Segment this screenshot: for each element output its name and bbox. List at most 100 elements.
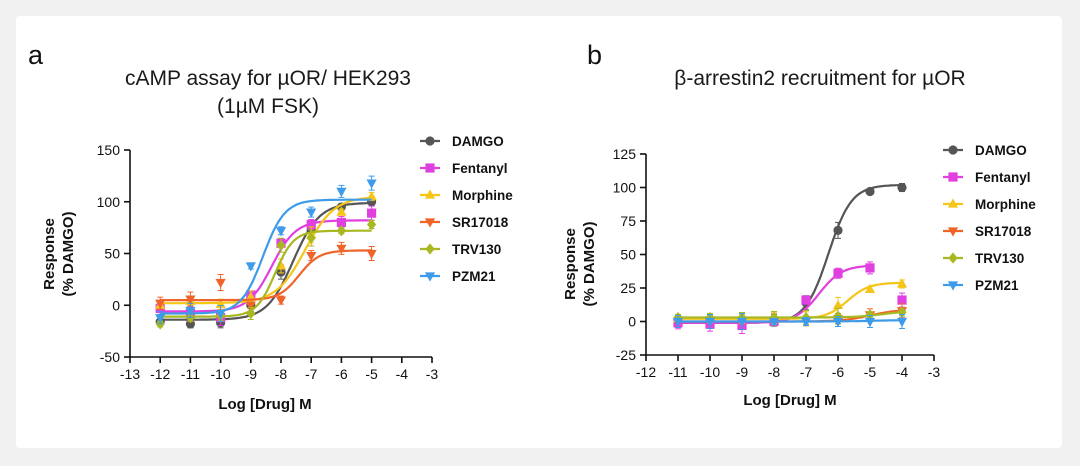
panel-a-data-point xyxy=(366,249,377,260)
panel-b-data-point xyxy=(896,317,908,328)
panel-b-x-tick-label: -6 xyxy=(832,364,845,380)
panel-b-data-point xyxy=(865,309,875,321)
panel-a-y-tick-label: 0 xyxy=(112,297,120,313)
panel-b-fit-curve xyxy=(678,281,902,320)
panel-a-legend-item: Morphine xyxy=(420,188,513,203)
panel-a-x-tick-label: -11 xyxy=(181,366,200,382)
panel-a-legend-label: TRV130 xyxy=(452,242,501,257)
panel-b-legend-label: Fentanyl xyxy=(975,170,1031,185)
panel-b-plot: -25 0 25 50 75 100 125 -12 -11 -10 -9 -8 -7 -6 -5 -4 -3 xyxy=(613,146,941,380)
panel-b-y-tick-label: 125 xyxy=(613,146,637,162)
panel-a-fit-curve xyxy=(160,249,372,302)
panel-a-legend-marker xyxy=(425,136,435,146)
panel-a-data-point xyxy=(366,190,377,201)
panel-a-x-tick-label: -6 xyxy=(335,366,348,382)
panel-a-data-point xyxy=(185,306,196,317)
panel-a-fit-curve xyxy=(160,198,372,315)
panel-b-y-tick-label: 25 xyxy=(620,280,636,296)
panel-a-data-point xyxy=(245,291,256,301)
panel-a-data-point xyxy=(336,225,346,237)
panel-a-fit-curve xyxy=(160,196,372,305)
panel-a-legend-marker xyxy=(424,218,436,228)
panel-a-legend-marker xyxy=(425,163,435,173)
panel-b-data-point xyxy=(833,225,843,235)
panel-b-legend-marker xyxy=(948,252,958,264)
panel-a-legend-label: Fentanyl xyxy=(452,161,508,176)
panel-b-legend: DAMGO Fentanyl Morphine SR17018 TRV130 PZM21 xyxy=(943,143,1036,293)
panel-b-legend-item: PZM21 xyxy=(943,278,1019,293)
panel-b-data-point xyxy=(864,283,876,293)
panel-b-legend-marker xyxy=(947,227,959,237)
panel-a-data-point xyxy=(215,278,226,289)
panel-a-y-tick-label: 100 xyxy=(97,194,121,210)
panel-b-series-pzm21 xyxy=(672,313,908,330)
panel-a-legend-marker xyxy=(424,272,436,282)
panel-a-data-point xyxy=(245,262,256,272)
panel-b-y-tick-label: -25 xyxy=(616,347,636,363)
panel-b: b β-arrestin2 recruitment for µOR Respon… xyxy=(562,40,1036,409)
panel-a-legend: DAMGO Fentanyl Morphine SR17018 TRV130 PZM21 xyxy=(420,134,513,284)
panel-b-legend-item: TRV130 xyxy=(943,251,1024,266)
panel-b-data-point xyxy=(897,182,907,193)
panel-a-x-tick-label: -5 xyxy=(365,366,378,382)
panel-a-series-pzm21 xyxy=(155,175,377,325)
panel-b-x-tick-label: -8 xyxy=(768,364,781,380)
panel-a-data-point xyxy=(215,309,226,320)
panel-a-letter: a xyxy=(28,40,44,70)
panel-a-fit-curve xyxy=(160,219,372,313)
panel-b-x-tick-label: -12 xyxy=(636,364,656,380)
panel-a-data-point xyxy=(306,251,317,262)
panel-a-title-line-1: cAMP assay for µOR/ HEK293 xyxy=(125,67,411,90)
panel-b-letter: b xyxy=(587,40,602,70)
panel-a-legend-marker xyxy=(424,189,436,199)
panel-a-x-tick-label: -13 xyxy=(120,366,140,382)
panel-b-data-point xyxy=(865,186,875,197)
panel-a-legend-label: Morphine xyxy=(452,188,513,203)
panel-a: a cAMP assay for µOR/ HEK293 (1µM FSK) R… xyxy=(28,40,513,413)
panel-a-series-trv130 xyxy=(155,218,377,330)
panel-a-legend-item: Fentanyl xyxy=(420,161,508,176)
panel-b-data-point xyxy=(832,299,844,310)
panel-a-data-point xyxy=(246,307,256,320)
panel-a-data-point xyxy=(245,301,256,311)
panel-a-x-tick-label: -10 xyxy=(210,366,230,382)
panel-a-legend-label: SR17018 xyxy=(452,215,509,230)
panel-b-xlabel: Log [Drug] M xyxy=(743,392,836,409)
panel-a-legend-label: PZM21 xyxy=(452,269,496,284)
panel-b-title: β-arrestin2 recruitment for µOR xyxy=(674,67,965,90)
panel-b-data-point xyxy=(704,317,716,328)
panel-a-data-point xyxy=(306,232,316,244)
panel-a-plot: -50 0 50 100 150 -13 -12 -11 -10 -9 -8 -7 -6 -5 -4 -3 xyxy=(97,142,439,382)
panel-a-fit-curve xyxy=(160,229,372,318)
panel-a-data-point xyxy=(276,239,286,251)
panel-a-x-tick-label: -9 xyxy=(245,366,258,382)
panel-b-data-point xyxy=(801,295,811,305)
panel-b-y-tick-label: 75 xyxy=(620,213,636,229)
panel-b-legend-label: SR17018 xyxy=(975,224,1032,239)
panel-a-data-point xyxy=(336,217,346,228)
panel-a-data-point xyxy=(336,206,347,216)
panel-a-data-point xyxy=(155,314,166,324)
panel-b-y-tick-label: 100 xyxy=(613,180,637,196)
panel-b-legend-label: PZM21 xyxy=(975,278,1019,293)
panel-a-legend-item: PZM21 xyxy=(420,269,496,284)
panel-b-series-damgo xyxy=(673,182,907,328)
panel-a-y-tick-label: 150 xyxy=(97,142,121,158)
panel-b-fit-curve xyxy=(678,311,903,319)
panel-b-legend-marker xyxy=(948,145,958,155)
panel-a-data-point xyxy=(336,187,347,197)
panel-a-y-tick-label: -50 xyxy=(100,349,120,365)
panel-b-legend-item: SR17018 xyxy=(943,224,1032,239)
panel-b-data-point xyxy=(833,268,843,278)
panel-a-data-point xyxy=(306,219,316,230)
panel-a-x-tick-label: -7 xyxy=(305,366,318,382)
panel-b-y-tick-label: 50 xyxy=(620,247,636,263)
figure-card xyxy=(16,16,1062,448)
panel-a-data-point xyxy=(275,227,287,237)
panel-a-data-point xyxy=(336,244,347,254)
panel-b-y-tick-label: 0 xyxy=(628,314,636,330)
panel-b-data-point xyxy=(768,317,780,328)
panel-b-fit-curve xyxy=(678,319,902,323)
panel-a-legend-label: DAMGO xyxy=(452,134,504,149)
